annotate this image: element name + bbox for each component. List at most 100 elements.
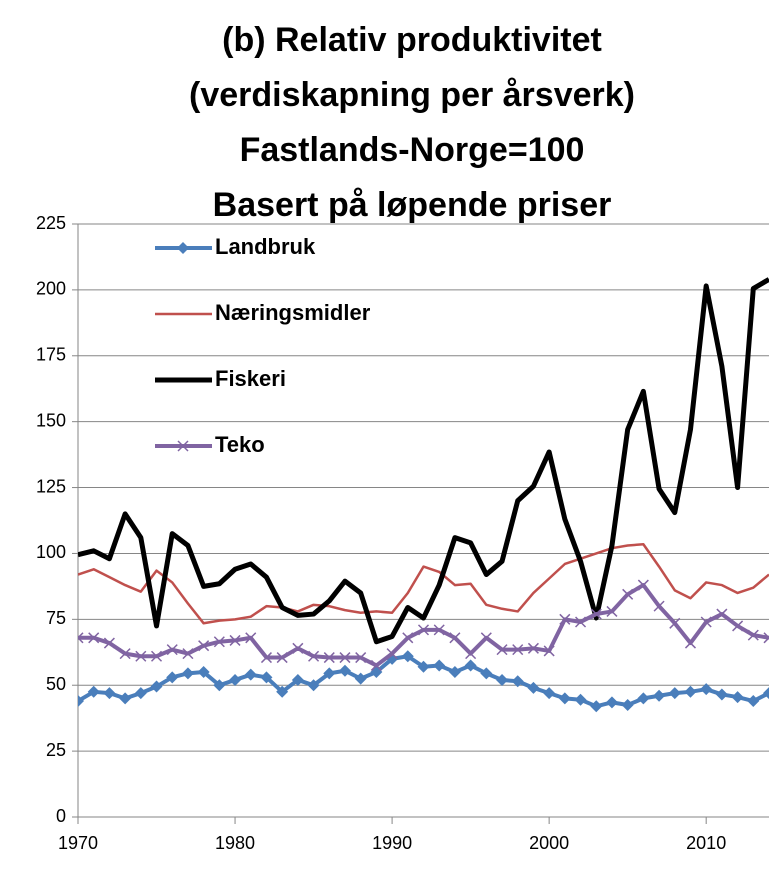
y-tick-label: 150 (36, 410, 66, 430)
legend-label: Teko (215, 432, 265, 457)
plot-area (78, 277, 769, 713)
marker (732, 620, 744, 632)
marker (668, 687, 681, 700)
marker (244, 668, 257, 681)
marker (150, 650, 163, 662)
marker (338, 664, 351, 677)
marker (433, 624, 445, 636)
marker (339, 652, 351, 664)
marker (213, 636, 225, 648)
legend-label: Næringsmidler (215, 300, 371, 325)
marker (308, 650, 320, 662)
marker (747, 629, 759, 641)
marker (135, 650, 147, 662)
series-line (78, 542, 769, 625)
y-tick-label: 225 (36, 213, 66, 233)
marker (558, 692, 571, 705)
marker (78, 695, 84, 708)
y-tick-label: 0 (56, 806, 66, 826)
marker (621, 698, 634, 711)
marker (103, 687, 116, 700)
marker (134, 687, 147, 700)
marker (213, 679, 226, 692)
x-tick-label: 2010 (686, 833, 726, 853)
y-tick-label: 200 (36, 279, 66, 299)
marker (229, 673, 242, 686)
chart-title: Fastlands-Norge=100 (240, 131, 585, 169)
marker (448, 666, 461, 679)
marker (465, 648, 477, 660)
marker (715, 688, 728, 701)
marker (716, 608, 728, 620)
marker (606, 605, 618, 617)
y-tick-label: 100 (36, 542, 66, 562)
marker (166, 644, 178, 656)
marker (166, 671, 179, 684)
y-tick-label: 25 (46, 740, 66, 760)
marker (653, 600, 665, 612)
marker (496, 673, 509, 686)
marker (323, 667, 336, 680)
marker (700, 616, 712, 628)
marker (181, 667, 194, 680)
marker (307, 679, 320, 692)
marker (355, 652, 367, 664)
legend-label: Landbruk (215, 234, 316, 259)
x-tick-label: 1970 (58, 833, 98, 853)
marker (527, 681, 540, 694)
marker (653, 689, 666, 702)
x-tick-label: 2000 (529, 833, 569, 853)
marker (747, 695, 760, 708)
marker (276, 685, 289, 698)
marker (417, 624, 430, 636)
marker (669, 617, 681, 629)
marker (182, 648, 194, 660)
marker (512, 644, 524, 656)
marker (622, 588, 634, 600)
marker (763, 632, 769, 644)
marker (260, 652, 272, 664)
marker (449, 632, 461, 644)
x-tick-label: 1980 (215, 833, 255, 853)
marker (763, 687, 769, 700)
marker (323, 652, 335, 664)
marker (574, 693, 587, 706)
marker (88, 632, 100, 644)
marker (731, 691, 744, 704)
marker (590, 608, 602, 620)
marker (276, 652, 288, 664)
y-tick-label: 50 (46, 674, 66, 694)
marker (78, 632, 84, 644)
marker (229, 634, 241, 646)
marker (637, 579, 649, 591)
marker (543, 687, 556, 700)
x-tick-label: 1990 (372, 833, 412, 853)
series-line (78, 277, 769, 645)
marker (103, 637, 115, 649)
marker (177, 440, 189, 452)
marker (119, 648, 131, 660)
chart-title: Basert på løpende priser (213, 186, 612, 224)
marker (150, 680, 163, 693)
y-tick-label: 75 (46, 608, 66, 628)
marker (496, 644, 508, 656)
chart-title: (b) Relativ produktivitet (222, 21, 602, 59)
marker (575, 616, 587, 628)
marker (119, 692, 132, 705)
marker (291, 673, 304, 686)
legend-label: Fiskeri (215, 366, 286, 391)
marker (480, 667, 493, 680)
marker (386, 648, 398, 660)
marker (260, 671, 273, 684)
marker (480, 632, 492, 644)
y-tick-label: 125 (36, 476, 66, 496)
marker (700, 683, 713, 696)
marker (559, 613, 571, 625)
marker (637, 692, 650, 705)
marker (198, 640, 210, 652)
marker (87, 685, 100, 698)
marker (543, 645, 555, 657)
marker (177, 242, 189, 254)
chart-title: (verdiskapning per årsverk) (189, 76, 635, 114)
marker (292, 642, 304, 654)
